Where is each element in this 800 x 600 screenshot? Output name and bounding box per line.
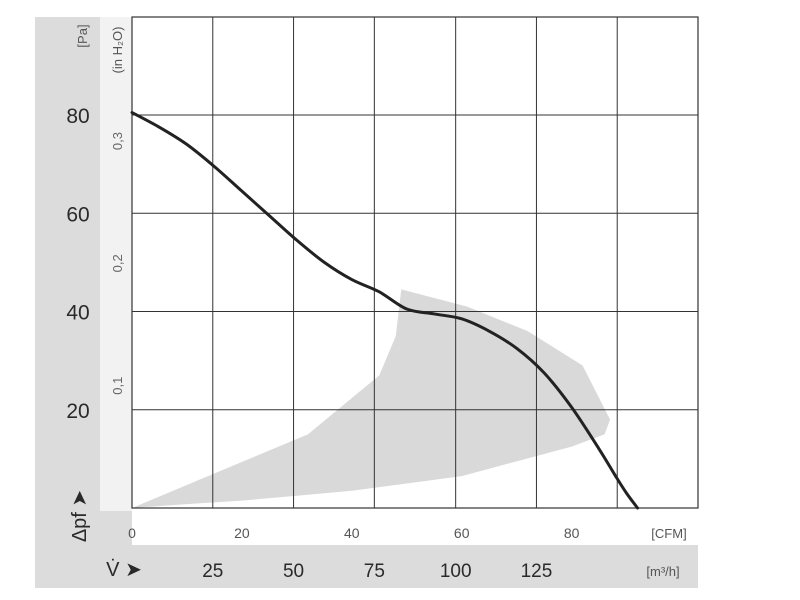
x-tick-label-m3h: 75	[364, 561, 385, 582]
x-tick-label-m3h: 25	[202, 561, 223, 582]
y-tick-label-pa: 60	[66, 203, 89, 226]
y-axis-symbol: Δpf ➤	[69, 490, 91, 542]
x-unit-cfm: [CFM]	[651, 526, 686, 541]
plot-frame	[131, 16, 699, 509]
operating-area	[132, 289, 611, 508]
y-tick-label-h2o: 0,2	[110, 254, 125, 272]
y-tick-label-h2o: 0,1	[110, 377, 125, 395]
y-tick-label-pa: 20	[66, 400, 89, 423]
bottom-band	[35, 545, 698, 588]
y-tick-label-pa: 80	[66, 105, 89, 128]
x-tick-label-cfm: 40	[344, 525, 360, 541]
x-axis-symbol: V̇ ➤	[106, 559, 142, 581]
y-tick-label-pa: 40	[66, 302, 89, 325]
operating-area-layer	[132, 289, 611, 508]
pressure-flow-curve	[130, 111, 640, 510]
grid-layer	[131, 16, 699, 509]
x-tick-label-cfm: 80	[564, 525, 580, 541]
x-tick-label-cfm: 0	[128, 525, 136, 541]
x-tick-label-cfm: 20	[234, 525, 250, 541]
secondary-axis-strip	[100, 17, 132, 511]
x-tick-label-m3h: 125	[521, 561, 553, 582]
y-tick-label-h2o: 0,3	[110, 132, 125, 150]
y-unit-h2o: (in H₂O)	[110, 27, 125, 74]
x-tick-label-m3h: 50	[283, 561, 304, 582]
tick-label-layer: 20 40 60 80 0,1 0,2 0,3 0 20 40 60 80 25 50 75 100 125	[66, 105, 579, 582]
curve-layer	[130, 111, 640, 510]
y-unit-pa: [Pa]	[75, 24, 90, 47]
x-tick-label-cfm: 60	[454, 525, 470, 541]
x-unit-m3h: [m³/h]	[646, 564, 679, 579]
x-tick-label-m3h: 100	[440, 561, 472, 582]
